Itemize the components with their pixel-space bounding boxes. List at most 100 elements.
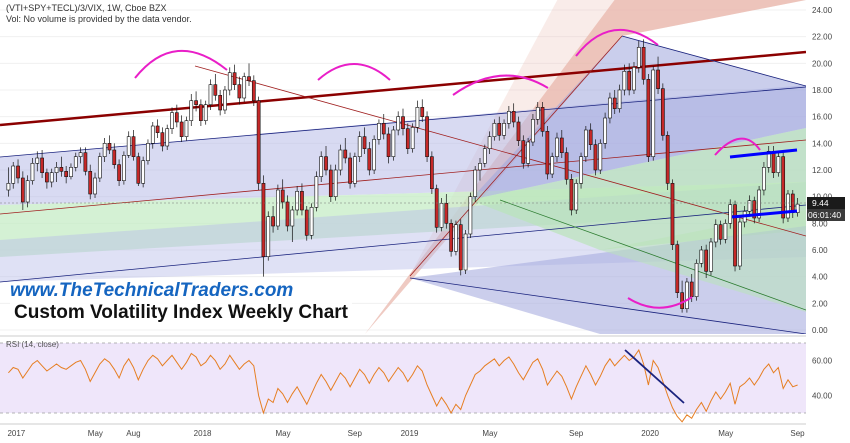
candle — [30, 158, 35, 185]
candle-body — [93, 177, 97, 195]
candle — [776, 152, 781, 177]
candle — [285, 195, 290, 232]
candle — [516, 116, 521, 146]
candle-body — [410, 127, 415, 149]
candle — [54, 162, 59, 182]
candle-body — [189, 100, 194, 121]
candle — [377, 119, 381, 145]
candle-body — [757, 189, 761, 219]
candle-body — [502, 123, 506, 136]
x-tick-label: May — [88, 429, 103, 438]
candle-body — [699, 249, 704, 264]
candle-body — [338, 149, 343, 171]
candle-body — [564, 152, 569, 180]
candle-body — [454, 224, 458, 252]
candle — [670, 179, 675, 250]
candle-body — [507, 111, 511, 124]
candle-body — [59, 167, 64, 172]
candle-body — [155, 125, 160, 133]
candle — [247, 63, 251, 86]
candle — [333, 164, 338, 201]
candle-body — [660, 88, 665, 136]
candle — [78, 147, 83, 164]
candle — [155, 119, 160, 138]
y-tick-label: 2.00 — [812, 299, 828, 308]
candle — [338, 144, 343, 176]
candle — [795, 198, 800, 217]
y-tick-label: 20.00 — [812, 59, 833, 68]
candle — [126, 131, 131, 158]
candle-body — [353, 156, 357, 184]
candle — [434, 184, 439, 233]
candle — [521, 135, 526, 169]
candle — [309, 203, 314, 240]
rsi-tick-label: 60.00 — [812, 357, 833, 366]
candle-body — [569, 179, 574, 211]
candle-body — [627, 71, 632, 91]
candle — [165, 124, 170, 150]
candle-body — [199, 104, 203, 121]
candle-body — [20, 177, 25, 203]
candle — [59, 156, 64, 177]
candle — [454, 220, 458, 256]
candle — [632, 62, 636, 94]
candle — [184, 116, 189, 141]
candle-body — [579, 156, 583, 184]
candle — [300, 183, 304, 216]
candle-body — [588, 129, 593, 145]
candle-body — [362, 136, 367, 149]
candle — [718, 220, 723, 245]
candle — [314, 171, 319, 212]
highlight-line-lower — [731, 209, 798, 219]
countdown-tag-bg — [807, 209, 845, 221]
candle-body — [405, 128, 410, 149]
candle — [73, 152, 78, 172]
candle-body — [555, 137, 559, 157]
candle — [199, 99, 203, 126]
candle — [665, 131, 670, 190]
x-tick-label: 2018 — [194, 429, 212, 438]
price-axis: 24.0022.0020.0018.0016.0014.0012.0010.00… — [812, 6, 833, 335]
candle-body — [593, 144, 598, 171]
candle — [482, 144, 487, 168]
candle — [357, 131, 362, 162]
candle-body — [372, 139, 376, 171]
candle-body — [309, 207, 314, 236]
candle-body — [449, 223, 453, 252]
x-tick-label: Sep — [790, 429, 805, 438]
candle — [45, 168, 49, 189]
candle — [83, 147, 88, 176]
candle-body — [328, 169, 333, 197]
rsi-band-fill — [0, 343, 806, 413]
rsi-tick-label: 40.00 — [812, 392, 833, 401]
candle-body — [704, 249, 709, 272]
candle-body — [213, 84, 218, 96]
candle-body — [227, 72, 232, 91]
price-axis-bg — [806, 0, 850, 334]
candle-body — [603, 117, 607, 144]
candle — [251, 75, 256, 106]
candle-body — [218, 95, 223, 111]
candle — [343, 138, 348, 164]
brand-link[interactable]: www.TheTechnicalTraders.com — [10, 280, 294, 301]
candle — [35, 151, 40, 172]
candle-body — [511, 111, 516, 123]
rsi-label: RSI (14, close) — [6, 340, 59, 349]
time-axis-bg — [0, 424, 850, 443]
candle — [603, 112, 607, 149]
x-tick-label: May — [275, 429, 290, 438]
candle-body — [78, 152, 83, 157]
candle — [444, 194, 449, 229]
candle-body — [458, 224, 463, 271]
candle — [396, 111, 401, 136]
candle-body — [781, 156, 786, 219]
candle-body — [40, 157, 44, 173]
time-axis: 2017 May Aug 2018 May Sep 2019 May Sep 2020 May Sep — [7, 429, 805, 438]
candle-body — [348, 157, 352, 184]
red-diagonal-line — [194, 65, 806, 237]
candle — [646, 74, 651, 162]
candle — [227, 67, 232, 96]
candle — [502, 119, 506, 140]
red-upper-trendline — [0, 50, 806, 127]
pitchfork-blue-ray-2 — [409, 277, 806, 334]
